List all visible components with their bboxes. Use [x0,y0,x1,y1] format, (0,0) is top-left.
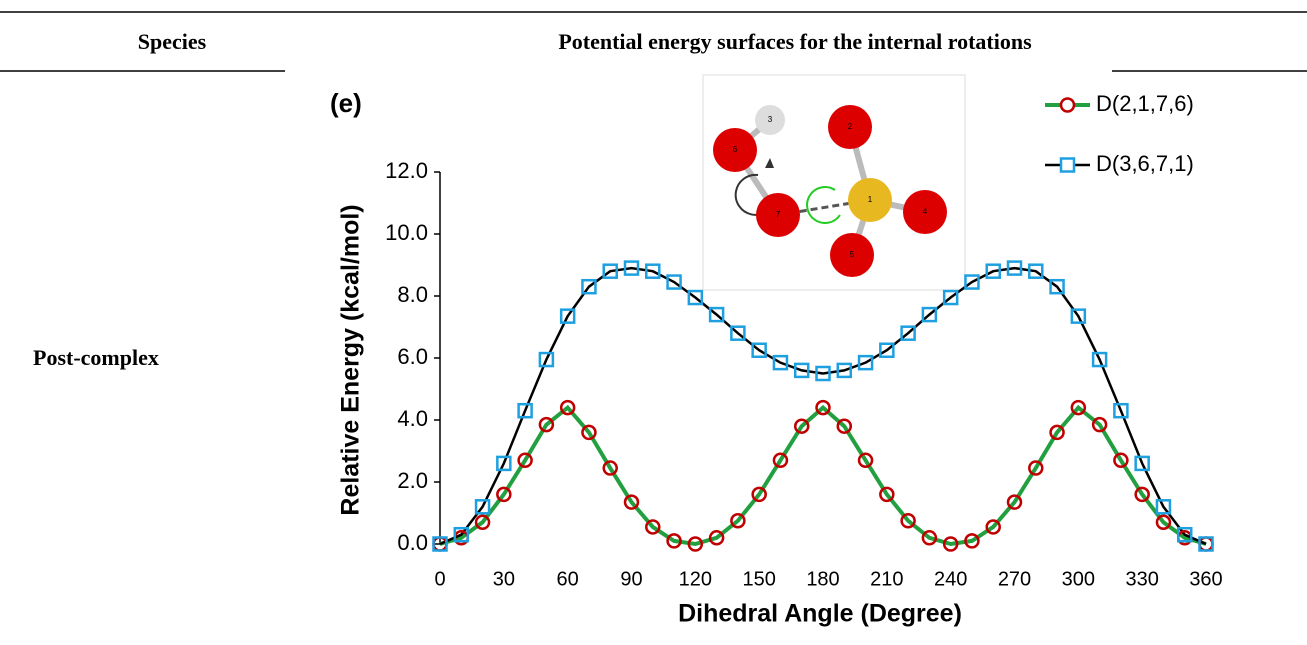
atom-label: 1 [868,195,873,204]
y-tick-label: 0.0 [397,530,428,555]
series-line [440,408,1206,544]
atom-label: 6 [733,145,738,154]
legend-marker [1061,159,1074,172]
atom-label: 3 [768,115,773,124]
x-tick-label: 360 [1189,568,1222,590]
x-tick-label: 300 [1062,568,1095,590]
atom-label: 7 [776,210,781,219]
y-tick-label: 6.0 [397,344,428,369]
y-tick-label: 2.0 [397,468,428,493]
panel-label: (e) [330,88,362,118]
molecule-inset: 1 2 3 4 5 6 7 [703,75,965,290]
legend-label: D(2,1,7,6) [1096,91,1194,116]
x-tick-label: 240 [934,568,967,590]
legend-marker [1061,99,1074,112]
legend-label: D(3,6,7,1) [1096,151,1194,176]
page: {"table": {"headers": ["Species", "Poten… [0,0,1307,645]
atom-label: 2 [848,122,853,131]
x-tick-label: 120 [679,568,712,590]
y-axis-title: Relative Energy (kcal/mol) [337,204,365,515]
x-tick-label: 270 [998,568,1031,590]
x-tick-label: 90 [620,568,642,590]
table-header: Species [138,29,207,54]
y-tick-label: 12.0 [385,158,428,183]
atom-label: 5 [850,250,855,259]
x-tick-label: 60 [557,568,579,590]
x-tick-label: 330 [1125,568,1158,590]
x-tick-label: 150 [742,568,775,590]
table-cell: Post-complex [33,345,159,370]
x-axis-title: Dihedral Angle (Degree) [678,600,962,628]
page-svg: Species Potential energy surfaces for th… [0,0,1307,645]
atom-label: 4 [923,207,928,216]
x-tick-label: 180 [806,568,839,590]
table-header: Potential energy surfaces for the intern… [558,29,1032,54]
y-tick-label: 10.0 [385,220,428,245]
x-tick-label: 210 [870,568,903,590]
x-tick-label: 30 [493,568,515,590]
y-tick-label: 4.0 [397,406,428,431]
x-tick-label: 0 [434,568,445,590]
y-tick-label: 8.0 [397,282,428,307]
